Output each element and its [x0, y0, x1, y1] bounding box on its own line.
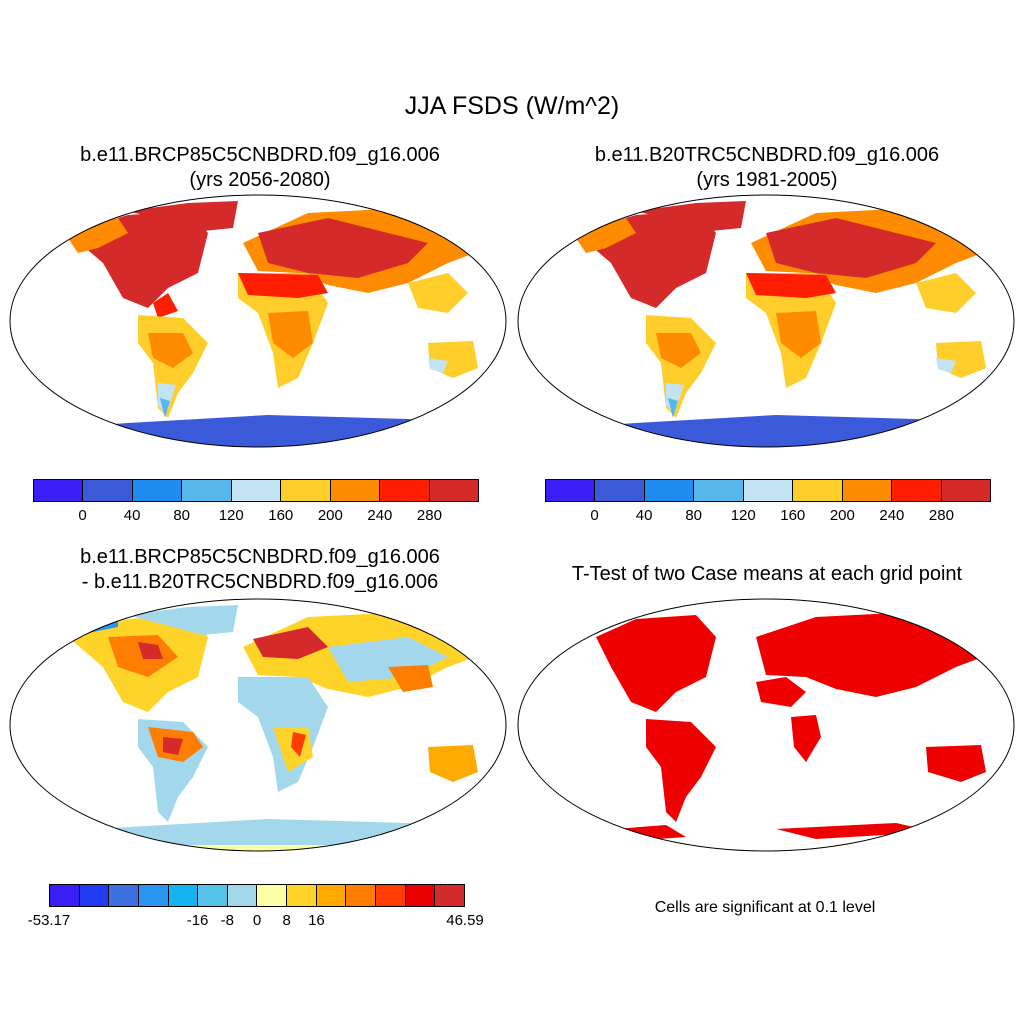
- colorbar-cell: [941, 480, 990, 501]
- colorbar-cell: [330, 480, 381, 501]
- colorbar-cell: [287, 885, 317, 906]
- colorbar-tick-label: 0: [590, 507, 599, 524]
- panel-title-bottom-right: T-Test of two Case means at each grid po…: [571, 563, 963, 585]
- panel-title-top-right-line2: (yrs 1981-2005): [696, 169, 838, 191]
- colorbar-cell: [405, 885, 436, 906]
- colorbar-cell: [743, 480, 794, 501]
- colorbar-cell: [198, 885, 228, 906]
- colorbar-cell: [842, 480, 893, 501]
- colorbar-tick-label: 80: [685, 507, 702, 524]
- colorbar-tick-label: 160: [268, 507, 294, 524]
- colorbar-tick-label: 280: [928, 507, 954, 524]
- colorbar-tick-label: 200: [829, 507, 855, 524]
- colorbar-cell: [316, 885, 347, 906]
- colorbar-tick-label: 0: [252, 912, 262, 929]
- colorbar-cell: [595, 480, 645, 501]
- colorbar-tick-label: 0: [78, 507, 87, 524]
- colorbar-cell: [892, 480, 942, 501]
- map-bottom-left: [9, 598, 507, 852]
- colorbar-cell: [281, 480, 331, 501]
- colorbar-cell: [83, 480, 133, 501]
- colorbar-top-left: [33, 479, 479, 502]
- significance-note: Cells are significant at 0.1 level: [654, 899, 876, 916]
- colorbar-cell: [79, 885, 110, 906]
- colorbar-cell: [138, 885, 169, 906]
- colorbar-cell: [435, 885, 464, 906]
- colorbar-tick-label: 120: [730, 507, 756, 524]
- colorbar-tick-label: 8: [282, 912, 291, 929]
- colorbar-tick-label: 40: [123, 507, 141, 524]
- panel-title-top-right-line1: b.e11.B20TRC5CNBDRD.f09_g16.006: [594, 144, 940, 166]
- panel-title-top-right: b.e11.B20TRC5CNBDRD.f09_g16.006 (yrs 198…: [512, 143, 1022, 193]
- colorbar-tick-label: 46.59: [446, 912, 484, 929]
- colorbar-top-right: [545, 479, 991, 502]
- colorbar-cell: [546, 480, 596, 501]
- colorbar-tick-label: 120: [218, 507, 244, 524]
- panel-title-bottom-left-line1: b.e11.BRCP85C5CNBDRD.f09_g16.006: [80, 546, 440, 568]
- panel-title-bottom-left: b.e11.BRCP85C5CNBDRD.f09_g16.006 - b.e11…: [5, 545, 515, 595]
- colorbar-tick-label: -8: [220, 912, 234, 929]
- colorbar-tick-label: -16: [186, 912, 209, 929]
- colorbar-tick-label: 160: [780, 507, 806, 524]
- colorbar-cell: [793, 480, 843, 501]
- panel-title-bottom-left-line2: - b.e11.B20TRC5CNBDRD.f09_g16.006: [81, 571, 439, 593]
- colorbar-cell: [376, 885, 406, 906]
- colorbar-cell: [50, 885, 80, 906]
- colorbar-tick-label: -53.17: [27, 912, 71, 929]
- colorbar-cell: [227, 885, 258, 906]
- colorbar-cell: [132, 480, 183, 501]
- figure-title: JJA FSDS (W/m^2): [404, 92, 620, 120]
- map-bottom-right: [517, 598, 1015, 852]
- colorbar-cell: [429, 480, 478, 501]
- colorbar-tick-label: 240: [879, 507, 905, 524]
- colorbar-cell: [694, 480, 744, 501]
- colorbar-tick-label: 280: [416, 507, 442, 524]
- panel-title-top-left: b.e11.BRCP85C5CNBDRD.f09_g16.006 (yrs 20…: [5, 143, 515, 193]
- colorbar-cell: [182, 480, 232, 501]
- colorbar-tick-label: 80: [173, 507, 190, 524]
- map-top-right: [517, 194, 1015, 448]
- colorbar-bottom-left: [49, 884, 465, 907]
- colorbar-tick-label: 16: [308, 912, 325, 929]
- colorbar-tick-label: 200: [317, 507, 343, 524]
- colorbar-cell: [109, 885, 139, 906]
- panel-title-top-left-line2: (yrs 2056-2080): [189, 169, 331, 191]
- map-top-left: [9, 194, 507, 448]
- colorbar-tick-label: 40: [635, 507, 653, 524]
- colorbar-cell: [346, 885, 377, 906]
- colorbar-cell: [231, 480, 282, 501]
- colorbar-cell: [257, 885, 288, 906]
- colorbar-cell: [34, 480, 84, 501]
- colorbar-cell: [380, 480, 430, 501]
- colorbar-tick-label: 240: [367, 507, 393, 524]
- colorbar-cell: [168, 885, 199, 906]
- panel-title-top-left-line1: b.e11.BRCP85C5CNBDRD.f09_g16.006: [80, 144, 440, 166]
- colorbar-cell: [644, 480, 695, 501]
